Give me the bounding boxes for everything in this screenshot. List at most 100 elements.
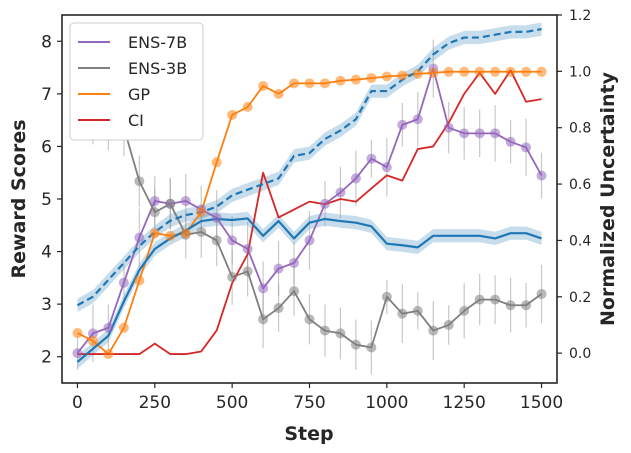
y-tick-label: 6 [41, 137, 52, 157]
gp-point [103, 349, 114, 360]
gp-point [397, 70, 408, 81]
ens-3b-point [536, 288, 547, 299]
legend-item-ens-3b: ENS-3B [78, 59, 187, 78]
legend: ENS-7B ENS-3B GP CI [69, 22, 204, 141]
ens-3b-point [227, 272, 238, 283]
ens-7b-point [103, 322, 114, 333]
ens-3b-point [381, 291, 392, 302]
gp-point [134, 275, 145, 286]
gp-point [412, 68, 423, 79]
x-axis-ticks: 0 250 500 750 1000 1250 1500 [72, 383, 563, 413]
ens-7b-point [381, 162, 392, 173]
uncertainty-dashed-line [76, 28, 542, 307]
legend-label-ens-3b: ENS-3B [128, 59, 187, 78]
ens-7b-point [227, 235, 238, 246]
ens-3b-point [319, 325, 330, 336]
ens-7b-point [474, 128, 485, 139]
ens-7b-point [443, 122, 454, 133]
gp-point [289, 78, 300, 89]
y2-axis-ticks: 0.0 0.2 0.4 0.6 0.8 1.0 1.2 [557, 8, 591, 362]
ens-7b-point [350, 173, 361, 184]
gp-point [350, 74, 361, 85]
ens-3b-point [273, 303, 284, 314]
y-tick-label: 7 [41, 85, 52, 105]
gp-point [242, 102, 253, 112]
gp-point [428, 67, 439, 78]
y-tick-label: 3 [41, 295, 52, 315]
gp-point [536, 66, 547, 77]
ens-7b-point [319, 198, 330, 209]
ens-7b-point [289, 257, 300, 268]
gp-point [474, 66, 485, 77]
legend-label-gp: GP [128, 85, 150, 104]
y2-axis-label: Normalized Uncertainty [597, 71, 619, 326]
ens-3b-point [350, 339, 361, 350]
ens-3b-point [196, 226, 207, 237]
gp-point [443, 66, 454, 77]
x-tick-label: 250 [139, 393, 171, 413]
y-tick-label: 5 [41, 190, 52, 210]
gp-point [366, 73, 377, 84]
legend-label-ci: CI [128, 111, 144, 130]
ens-3b-point [366, 342, 377, 353]
y-axis-label: Reward Scores [8, 119, 30, 278]
gp-point [227, 109, 238, 120]
ens-3b-point [428, 325, 439, 336]
ens-3b-point [211, 235, 222, 246]
ens-7b-point [242, 243, 253, 254]
ens-7b-point [490, 128, 501, 139]
y-axis-ticks: 2 3 4 5 6 7 8 [41, 32, 62, 368]
gp-point [521, 66, 532, 77]
ens-7b-point [118, 277, 129, 288]
legend-item-ens-7b: ENS-7B [78, 33, 187, 52]
ens-3b-point [505, 300, 516, 311]
legend-label-ens-7b: ENS-7B [128, 33, 187, 52]
ens-7b-point [273, 263, 284, 274]
ens-3b-point [165, 198, 176, 209]
gp-point [505, 66, 516, 77]
gp-point [335, 75, 346, 86]
gp-point [490, 66, 501, 77]
x-tick-label: 750 [293, 393, 325, 413]
ens-3b-point [443, 319, 454, 330]
ens-7b-point [258, 283, 269, 294]
x-tick-label: 1000 [365, 393, 408, 413]
gp-point [196, 207, 207, 218]
y2-tick-label: 1.2 [569, 8, 591, 24]
y2-tick-label: 0.8 [569, 121, 591, 137]
ens-3b-point [412, 305, 423, 316]
x-tick-label: 500 [216, 393, 248, 413]
ens-7b-point [134, 232, 145, 243]
ens-7b-point [87, 328, 98, 339]
gp-point [459, 66, 470, 77]
gp-point [381, 71, 392, 82]
y2-tick-label: 0.4 [569, 233, 591, 249]
legend-box [69, 22, 204, 141]
ens-7b-point [211, 212, 222, 223]
ens-3b-point [521, 300, 532, 311]
ci-line [77, 69, 542, 355]
gp-point [87, 335, 98, 346]
ens-7b-point [335, 187, 346, 198]
gp-point [118, 322, 129, 333]
ens-7b-point [180, 195, 191, 206]
ens-3b-point [289, 286, 300, 297]
ens-3b-point [335, 328, 346, 339]
y2-tick-label: 1.0 [569, 64, 591, 80]
x-tick-label: 1500 [520, 393, 563, 413]
gp-point [165, 230, 176, 241]
ens-3b-point [397, 308, 408, 319]
ens-7b-point [536, 170, 547, 181]
ens-7b-point [397, 119, 408, 130]
ens-3b-point [459, 305, 470, 316]
ens-3b-point [304, 314, 315, 325]
y-tick-label: 8 [41, 32, 52, 52]
x-axis-label: Step [284, 423, 333, 445]
ens-3b-point [258, 314, 269, 325]
ens-7b-point [304, 235, 315, 246]
ens-7b-point [412, 114, 423, 125]
ens-3b-point [474, 294, 485, 305]
legend-item-gp: GP [78, 85, 150, 104]
gp-point [258, 80, 269, 91]
